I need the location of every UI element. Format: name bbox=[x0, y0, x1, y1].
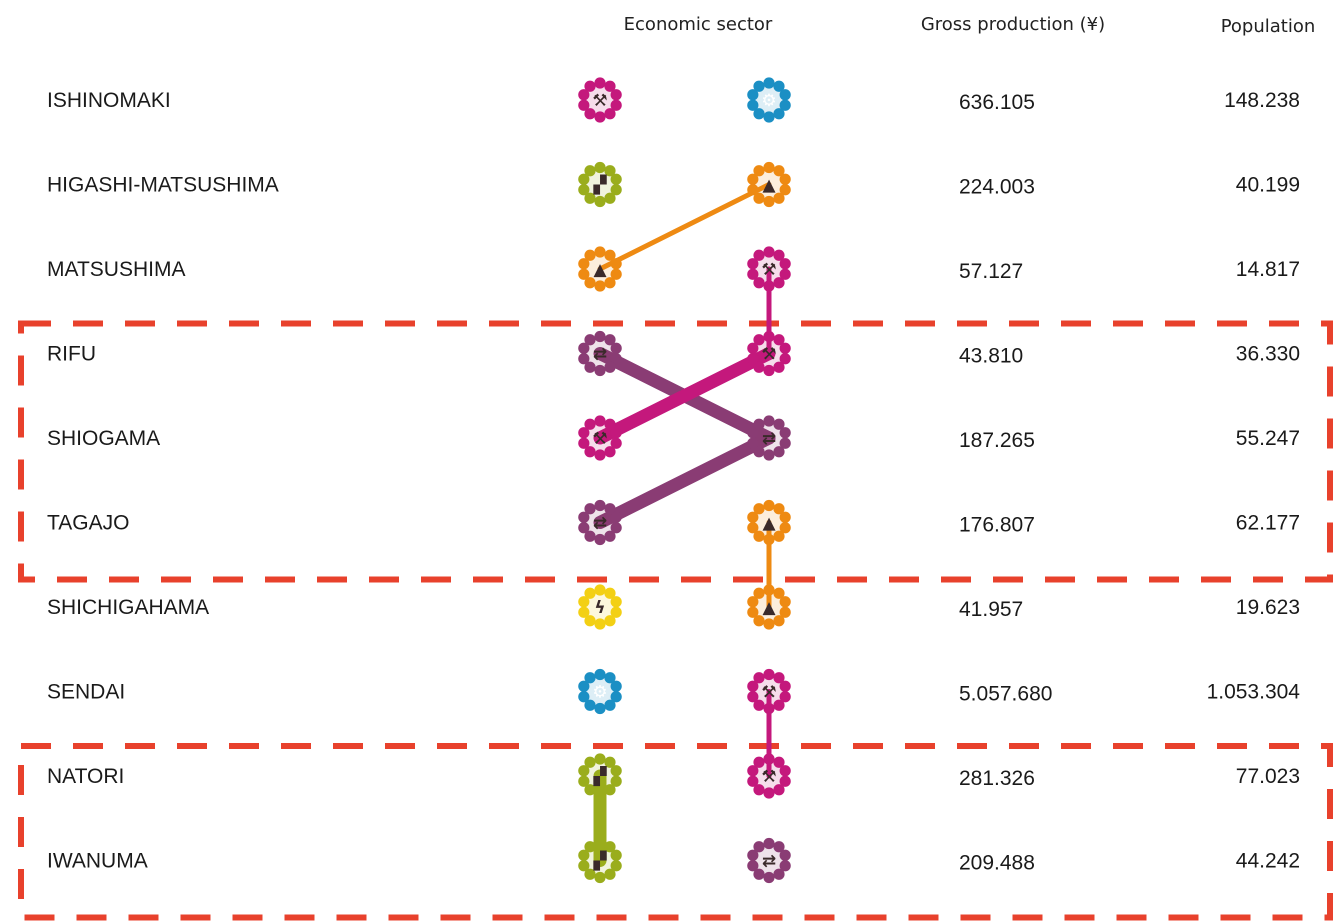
population-value: 36.330 bbox=[1236, 343, 1300, 366]
city-row-ishinomaki: ISHINOMAKI ⚒ ⚙ 636.105 148.238 bbox=[47, 77, 1300, 123]
header-economic-sector: Economic sector bbox=[624, 14, 773, 35]
group-rifu-shiogama-tagajo bbox=[18, 320, 1333, 583]
exchange-arrows-icon: ⇄ bbox=[593, 514, 607, 534]
construction-icon: ⚒ bbox=[761, 767, 776, 787]
city-row-higashi-matsushima: HIGASHI-MATSUSHIMA ▞ ▲ 224.003 40.199 bbox=[47, 161, 1300, 208]
city-name: SHICHIGAHAMA bbox=[47, 596, 209, 619]
population-value: 148.238 bbox=[1224, 89, 1300, 112]
city-row-natori: NATORI ▞ ⚒ 281.326 77.023 bbox=[47, 753, 1300, 799]
tractor-icon: ▞ bbox=[592, 174, 607, 196]
population-value: 19.623 bbox=[1236, 596, 1300, 619]
column-headers: Economic sector Gross production (¥) Pop… bbox=[624, 14, 1316, 37]
header-population: Population bbox=[1221, 16, 1316, 37]
sector-badge-left: ⚒ bbox=[578, 415, 622, 461]
population-value: 77.023 bbox=[1236, 765, 1300, 788]
sector-links bbox=[593, 182, 776, 867]
city-name: SENDAI bbox=[47, 681, 125, 704]
population-value: 40.199 bbox=[1236, 174, 1300, 197]
city-row-sendai: SENDAI ⚙ ⚒ 5.057.680 1.053.304 bbox=[47, 668, 1301, 715]
sector-badge-left: ▞ bbox=[578, 837, 622, 884]
exchange-arrows-icon: ⇄ bbox=[593, 345, 607, 365]
sector-badge-right: ⇄ bbox=[747, 415, 791, 461]
pagoda-icon: ▲ bbox=[762, 598, 776, 618]
city-row-tagajo: TAGAJO ⇄ ▲ 176.807 62.177 bbox=[47, 499, 1300, 546]
link-primary-3 bbox=[593, 347, 776, 445]
sector-badge-right: ⚒ bbox=[747, 753, 791, 799]
construction-icon: ⚒ bbox=[592, 429, 607, 449]
sector-badge-right: ⚒ bbox=[747, 246, 791, 292]
pagoda-icon: ▲ bbox=[762, 176, 776, 196]
knowledge-head-icon: ⚙ bbox=[761, 91, 776, 111]
sector-badge-right: ▲ bbox=[747, 499, 791, 546]
city-name: TAGAJO bbox=[47, 512, 129, 535]
gross-production-value: 209.488 bbox=[959, 852, 1035, 875]
knowledge-head-icon: ⚙ bbox=[592, 683, 607, 703]
city-row-iwanuma: IWANUMA ▞ ⇄ 209.488 44.242 bbox=[47, 837, 1300, 884]
sector-badge-right: ⚙ bbox=[747, 77, 791, 123]
sector-badge-left: ⇄ bbox=[578, 499, 622, 546]
population-value: 62.177 bbox=[1236, 512, 1300, 535]
header-gross-production: Gross production (¥) bbox=[921, 14, 1105, 35]
link-tourism-0 bbox=[597, 182, 772, 272]
tractor-icon: ▞ bbox=[592, 850, 607, 872]
pagoda-icon: ▲ bbox=[762, 514, 776, 534]
gross-production-value: 57.127 bbox=[959, 260, 1023, 283]
population-value: 1.053.304 bbox=[1207, 681, 1301, 704]
city-row-shiogama: SHIOGAMA ⚒ ⇄ 187.265 55.247 bbox=[47, 415, 1300, 461]
population-value: 55.247 bbox=[1236, 427, 1300, 450]
construction-icon: ⚒ bbox=[761, 345, 776, 365]
sector-badge-right: ⚒ bbox=[747, 330, 791, 377]
group-natori-iwanuma bbox=[18, 743, 1333, 921]
sector-badge-right: ▲ bbox=[747, 584, 791, 630]
city-row-matsushima: MATSUSHIMA ▲ ⚒ 57.127 14.817 bbox=[47, 246, 1300, 292]
tractor-icon: ▞ bbox=[592, 765, 607, 787]
gross-production-value: 636.105 bbox=[959, 91, 1035, 114]
construction-icon: ⚒ bbox=[761, 683, 776, 703]
exchange-arrows-icon: ⇄ bbox=[762, 852, 776, 872]
gross-production-value: 187.265 bbox=[959, 429, 1035, 452]
city-rows: ISHINOMAKI ⚒ ⚙ 636.105 148.238 HIGASHI-MATSUS… bbox=[47, 77, 1301, 884]
link-commerce-4 bbox=[593, 431, 776, 529]
city-row-shichigahama: SHICHIGAHAMA ϟ ▲ 41.957 19.623 bbox=[47, 584, 1300, 630]
city-row-rifu: RIFU ⇄ ⚒ 43.810 36.330 bbox=[47, 330, 1300, 377]
group-frames bbox=[18, 320, 1333, 921]
pagoda-icon: ▲ bbox=[593, 260, 607, 280]
city-name: MATSUSHIMA bbox=[47, 258, 185, 281]
sector-badge-right: ▲ bbox=[747, 161, 791, 208]
city-name: SHIOGAMA bbox=[47, 427, 160, 450]
sector-badge-left: ⚙ bbox=[578, 668, 622, 715]
city-name: IWANUMA bbox=[47, 850, 148, 873]
gross-production-value: 43.810 bbox=[959, 345, 1023, 368]
sector-badge-right: ⚒ bbox=[747, 668, 791, 715]
lightning-icon: ϟ bbox=[594, 598, 605, 618]
city-name: NATORI bbox=[47, 765, 124, 788]
sector-badge-left: ⇄ bbox=[578, 330, 622, 377]
sector-badge-left: ϟ bbox=[578, 584, 622, 630]
gross-production-value: 5.057.680 bbox=[959, 683, 1052, 706]
sector-badge-left: ▲ bbox=[578, 246, 622, 292]
construction-icon: ⚒ bbox=[592, 91, 607, 111]
city-name: ISHINOMAKI bbox=[47, 89, 171, 112]
sector-badge-left: ▞ bbox=[578, 753, 622, 799]
population-value: 44.242 bbox=[1236, 850, 1300, 873]
city-name: HIGASHI-MATSUSHIMA bbox=[47, 174, 279, 197]
sector-badge-left: ▞ bbox=[578, 161, 622, 208]
gross-production-value: 41.957 bbox=[959, 598, 1023, 621]
exchange-arrows-icon: ⇄ bbox=[762, 429, 776, 449]
gross-production-value: 224.003 bbox=[959, 176, 1035, 199]
sector-badge-right: ⇄ bbox=[747, 837, 791, 884]
population-value: 14.817 bbox=[1236, 258, 1300, 281]
sector-badge-left: ⚒ bbox=[578, 77, 622, 123]
city-name: RIFU bbox=[47, 343, 96, 366]
gross-production-value: 281.326 bbox=[959, 767, 1035, 790]
construction-icon: ⚒ bbox=[761, 260, 776, 280]
gross-production-value: 176.807 bbox=[959, 514, 1035, 537]
